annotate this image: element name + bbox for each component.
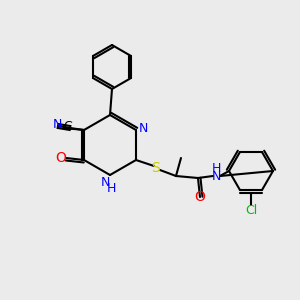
Text: N: N <box>138 122 148 134</box>
Text: N: N <box>52 118 62 131</box>
Text: N: N <box>100 176 110 190</box>
Text: N: N <box>211 169 221 182</box>
Text: O: O <box>194 190 206 204</box>
Text: C: C <box>64 121 72 134</box>
Text: O: O <box>56 151 67 165</box>
Text: Cl: Cl <box>245 205 257 218</box>
Text: H: H <box>211 161 221 175</box>
Text: S: S <box>152 161 160 175</box>
Text: H: H <box>106 182 116 196</box>
